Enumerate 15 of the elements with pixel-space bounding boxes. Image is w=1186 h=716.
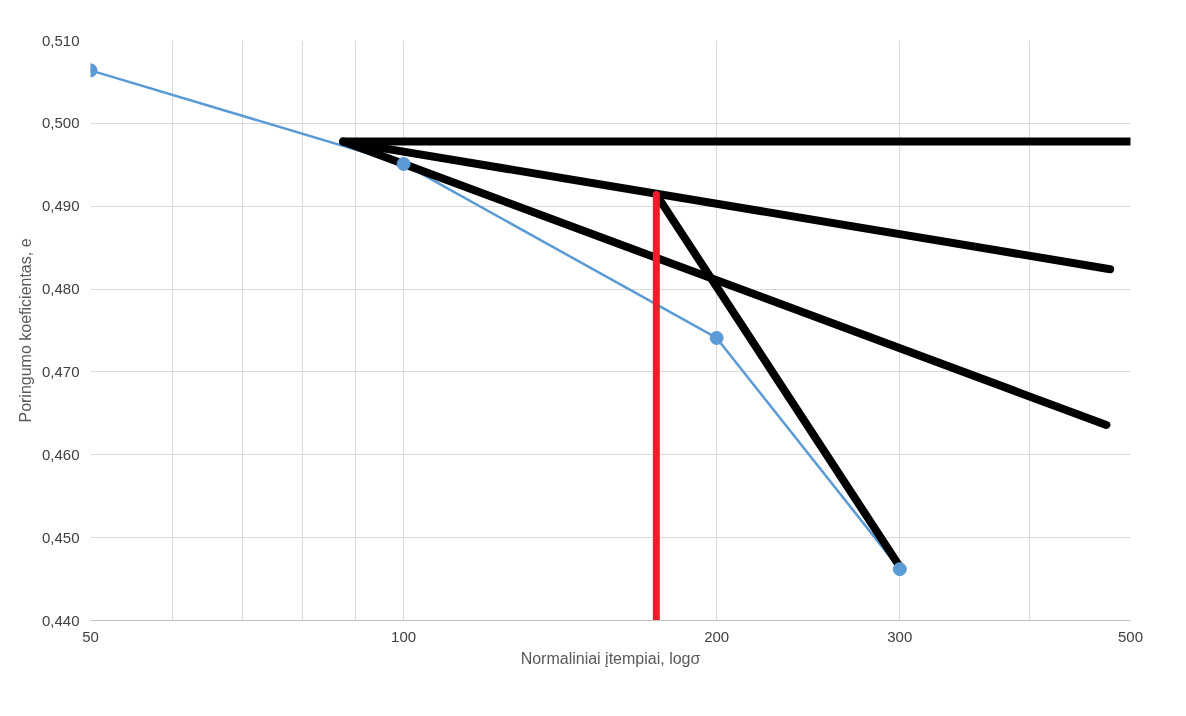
y-tick-label: 0,450 [41,528,80,546]
x-axis-title: Normaliniai įtempiai, logσ [520,649,701,667]
y-tick-label: 0,500 [41,114,80,132]
y-axis-title: Poringumo koeficientas, e [16,238,34,423]
y-tick-label: 0,470 [41,362,80,380]
y-tick-label: 0,480 [41,280,80,298]
x-tick-label: 100 [391,627,417,645]
x-tick-label: 300 [887,627,913,645]
x-tick-label: 200 [704,627,730,645]
y-tick-label: 0,440 [41,611,80,629]
y-tick-label: 0,460 [41,445,80,463]
x-tick-label: 50 [82,627,99,645]
x-tick-label: 500 [1117,627,1144,645]
y-tick-label: 0,490 [41,197,80,215]
y-tick-label: 0,510 [41,31,80,49]
